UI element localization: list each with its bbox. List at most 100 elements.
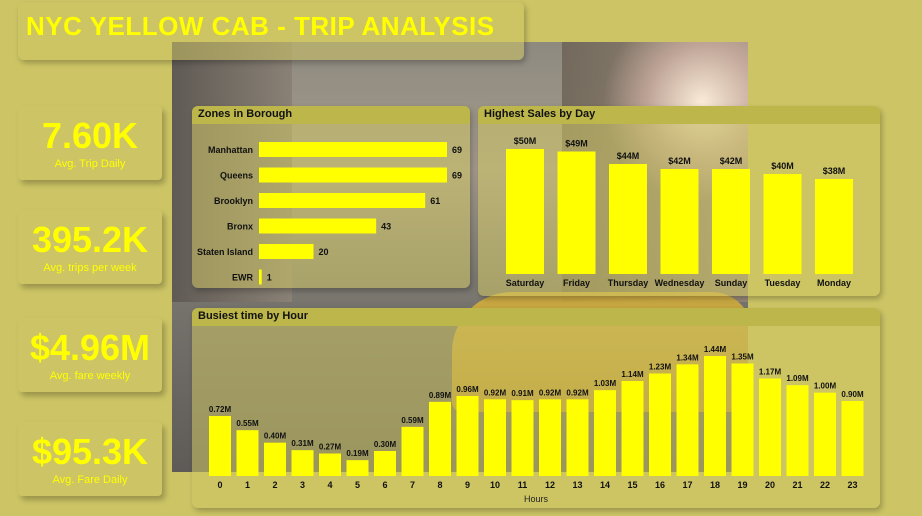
hour-tick-label: 12 — [545, 480, 555, 490]
hour-tick-label: 10 — [490, 480, 500, 490]
hour-tick-label: 17 — [682, 480, 692, 490]
hour-bar — [731, 363, 754, 476]
day-data-label: $50M — [514, 136, 537, 146]
hour-bar — [814, 392, 836, 476]
zone-category-label: EWR — [232, 273, 253, 283]
hour-bar — [374, 451, 396, 476]
hour-data-label: 0.90M — [841, 390, 864, 399]
hour-data-label: 1.17M — [759, 368, 782, 377]
hour-tick-label: 5 — [355, 480, 360, 490]
hour-data-label: 0.92M — [484, 388, 507, 397]
x-axis-label: Hours — [524, 494, 549, 504]
hour-bar — [704, 356, 726, 476]
kpi-value: 7.60K — [41, 115, 139, 156]
hour-tick-label: 8 — [437, 480, 442, 490]
hour-data-label: 1.23M — [649, 363, 672, 372]
hours-chart: 0.72M 0 0.55M 1 0.40M 2 0.31M 3 0.27M 4 0.19M 5 0.30… — [209, 345, 864, 504]
kpi-label: Avg. fare weekly — [49, 370, 131, 382]
hour-tick-label: 22 — [820, 480, 830, 490]
zone-bar — [259, 142, 447, 157]
kpi-label: Avg. trips per week — [43, 262, 137, 274]
hour-bar — [621, 381, 644, 476]
zone-data-label: 69 — [452, 145, 462, 155]
panel-title: Busiest time by Hour — [198, 310, 309, 322]
hour-bar — [594, 390, 616, 476]
zone-category-label: Brooklyn — [214, 196, 253, 206]
hour-data-label: 0.91M — [511, 389, 534, 398]
day-category-label: Monday — [817, 278, 851, 288]
day-category-label: Friday — [563, 278, 590, 288]
kpi-value: $95.3K — [31, 431, 149, 472]
hour-tick-label: 14 — [600, 480, 610, 490]
day-category-label: Wednesday — [655, 278, 705, 288]
hour-data-label: 0.89M — [429, 391, 452, 400]
hour-data-label: 1.14M — [621, 370, 644, 379]
hour-data-label: 1.00M — [814, 382, 837, 391]
hour-data-label: 1.09M — [786, 374, 809, 383]
hour-tick-label: 0 — [217, 480, 222, 490]
zone-data-label: 61 — [430, 196, 440, 206]
hour-tick-label: 19 — [737, 480, 747, 490]
kpi-card-avg-trip-daily: 7.60K Avg. Trip Daily — [18, 106, 162, 180]
hour-data-label: 0.55M — [236, 419, 259, 428]
zone-category-label: Queens — [220, 171, 253, 181]
hour-bar — [401, 426, 424, 476]
hour-tick-label: 4 — [327, 480, 332, 490]
hour-bar — [539, 399, 561, 476]
hour-tick-label: 7 — [410, 480, 415, 490]
zone-data-label: 43 — [381, 222, 391, 232]
panel-header: Busiest time by Hour — [192, 308, 880, 326]
day-category-label: Tuesday — [765, 278, 801, 288]
hour-bar — [841, 401, 864, 476]
hour-data-label: 0.31M — [291, 439, 314, 448]
hour-tick-label: 23 — [847, 480, 857, 490]
kpi-card-avg-fare-weekly: $4.96M Avg. fare weekly — [18, 318, 162, 392]
hour-data-label: 0.40M — [264, 432, 287, 441]
hour-data-label: 0.59M — [401, 416, 424, 425]
days-panel: Highest Sales by Day $50M Saturday $49M Fri… — [478, 106, 880, 296]
hour-tick-label: 21 — [792, 480, 802, 490]
days-chart: $50M Saturday $49M Friday $44M Thursday $42M We… — [506, 136, 853, 288]
hour-data-label: 0.96M — [456, 385, 479, 394]
hour-data-label: 0.72M — [209, 405, 232, 414]
day-data-label: $40M — [771, 161, 794, 171]
zone-bar — [259, 193, 426, 208]
hour-data-label: 0.19M — [346, 449, 369, 458]
title-banner: NYC YELLOW CAB - TRIP ANALYSIS — [18, 2, 524, 60]
day-bar — [815, 179, 853, 274]
zone-bar — [259, 218, 377, 234]
hour-data-label: 1.44M — [704, 345, 727, 354]
hour-tick-label: 13 — [572, 480, 582, 490]
zone-category-label: Bronx — [227, 222, 253, 232]
hour-bar — [759, 378, 781, 476]
zone-category-label: Manhattan — [208, 145, 253, 155]
zone-category-label: Staten Island — [197, 247, 253, 257]
day-category-label: Saturday — [506, 278, 545, 288]
zone-bar — [259, 244, 314, 259]
hour-tick-label: 1 — [245, 480, 250, 490]
hour-bar — [649, 373, 671, 476]
hour-data-label: 1.35M — [731, 353, 754, 362]
hour-bar — [456, 396, 479, 476]
hour-tick-label: 20 — [765, 480, 775, 490]
hour-data-label: 1.34M — [676, 353, 699, 362]
day-data-label: $42M — [668, 156, 691, 166]
hour-tick-label: 11 — [518, 480, 528, 490]
hour-bar — [319, 453, 341, 476]
hour-data-label: 0.92M — [566, 388, 589, 397]
hour-data-label: 0.92M — [539, 388, 562, 397]
kpi-value: $4.96M — [29, 327, 151, 368]
hour-bar — [346, 460, 369, 476]
zone-data-label: 69 — [452, 171, 462, 181]
hour-bar — [264, 442, 286, 476]
hour-bar — [429, 401, 451, 476]
hour-tick-label: 2 — [272, 480, 277, 490]
hour-tick-label: 9 — [465, 480, 470, 490]
hour-bar — [484, 399, 506, 476]
kpi-label: Avg. Trip Daily — [54, 158, 126, 170]
kpi-label: Avg. Fare Daily — [52, 474, 128, 486]
day-category-label: Sunday — [715, 278, 748, 288]
zone-bar — [259, 167, 447, 183]
zone-bar — [259, 269, 262, 285]
day-data-label: $44M — [617, 151, 640, 161]
